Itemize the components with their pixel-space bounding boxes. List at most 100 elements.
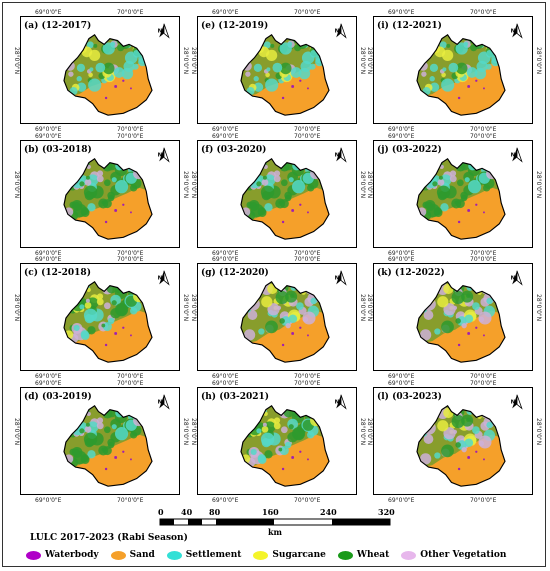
scale-unit: km: [268, 527, 283, 537]
lulc-map: [416, 405, 506, 487]
lulc-map: [63, 405, 153, 487]
legend-swatch: [253, 550, 269, 560]
latitude-tick: 28°0'0"N: [182, 171, 189, 199]
longitude-tick: 70°0'0"E: [470, 126, 497, 133]
longitude-tick: 70°0'0"E: [470, 250, 497, 257]
scale-bar: 0 40 80 160 240 320 km: [150, 507, 400, 537]
longitude-tick: 70°0'0"E: [294, 250, 321, 257]
north-arrow-icon: N: [511, 394, 523, 410]
map-panel: (a) (12-2017) 69°0'0"E 70°0'0"E 69°0'0"E…: [13, 9, 189, 133]
panel-label: (k) (12-2022): [377, 268, 445, 278]
legend-label: Waterbody: [45, 550, 99, 560]
longitude-tick: 70°0'0"E: [470, 380, 497, 387]
lulc-map: [416, 281, 506, 363]
latitude-tick: 28°0'0"N: [13, 418, 20, 446]
north-label: N: [335, 400, 340, 406]
figure-frame: [2, 2, 546, 567]
longitude-tick: 69°0'0"E: [35, 373, 62, 380]
longitude-tick: 69°0'0"E: [212, 9, 239, 16]
north-arrow-icon: N: [335, 23, 347, 39]
longitude-tick: 70°0'0"E: [470, 9, 497, 16]
longitude-tick: 70°0'0"E: [117, 497, 144, 504]
longitude-tick: 70°0'0"E: [470, 133, 497, 140]
longitude-tick: 69°0'0"E: [388, 497, 415, 504]
longitude-tick: 69°0'0"E: [388, 133, 415, 140]
latitude-tick: 28°0'0"N: [182, 418, 189, 446]
legend-swatch: [110, 550, 126, 560]
map-panel: (k) (12-2022) 69°0'0"E 70°0'0"E 69°0'0"E…: [366, 256, 542, 380]
longitude-tick: 69°0'0"E: [212, 133, 239, 140]
legend-label: Other Vegetation: [420, 550, 507, 560]
latitude-tick: 28°0'0"N: [359, 47, 366, 75]
scale-tick-40: 40: [181, 507, 193, 517]
scale-bar-graphic: [159, 518, 391, 526]
north-label: N: [511, 29, 516, 35]
legend-item-waterbody: Waterbody: [26, 550, 99, 560]
latitude-tick: 28°0'0"N: [535, 418, 542, 446]
panel-label: (i) (12-2021): [377, 21, 442, 31]
north-arrow-icon: N: [335, 270, 347, 286]
scale-tick-320: 320: [378, 507, 395, 517]
legend-swatch: [26, 550, 41, 560]
longitude-tick: 69°0'0"E: [35, 250, 62, 257]
latitude-tick: 28°0'0"N: [359, 418, 366, 446]
longitude-tick: 69°0'0"E: [388, 250, 415, 257]
lulc-map: [240, 281, 330, 363]
longitude-tick: 69°0'0"E: [35, 497, 62, 504]
longitude-tick: 69°0'0"E: [388, 380, 415, 387]
latitude-tick: 28°0'0"N: [190, 294, 197, 322]
latitude-tick: 28°0'0"N: [190, 171, 197, 199]
map-panel: (c) (12-2018) 69°0'0"E 70°0'0"E 69°0'0"E…: [13, 256, 189, 380]
longitude-tick: 70°0'0"E: [117, 380, 144, 387]
map-panel: (d) (03-2019) 69°0'0"E 70°0'0"E 69°0'0"E…: [13, 380, 189, 504]
lulc-map: [240, 34, 330, 116]
longitude-tick: 69°0'0"E: [35, 380, 62, 387]
north-label: N: [158, 153, 163, 159]
latitude-tick: 28°0'0"N: [13, 47, 20, 75]
longitude-tick: 70°0'0"E: [470, 256, 497, 263]
panel-label: (b) (03-2018): [24, 145, 92, 155]
longitude-tick: 69°0'0"E: [212, 380, 239, 387]
latitude-tick: 28°0'0"N: [190, 47, 197, 75]
latitude-tick: 28°0'0"N: [535, 171, 542, 199]
longitude-tick: 69°0'0"E: [388, 126, 415, 133]
north-label: N: [511, 276, 516, 282]
north-arrow-icon: N: [158, 394, 170, 410]
longitude-tick: 69°0'0"E: [212, 497, 239, 504]
lulc-map: [63, 281, 153, 363]
legend-label: Settlement: [185, 550, 242, 560]
latitude-tick: 28°0'0"N: [366, 294, 373, 322]
north-arrow-icon: N: [511, 23, 523, 39]
longitude-tick: 70°0'0"E: [470, 373, 497, 380]
north-arrow-icon: N: [158, 147, 170, 163]
panel-label: (g) (12-2020): [201, 268, 269, 278]
longitude-tick: 70°0'0"E: [294, 497, 321, 504]
longitude-tick: 69°0'0"E: [35, 126, 62, 133]
north-label: N: [511, 400, 516, 406]
legend-swatch: [401, 550, 417, 560]
panel-label: (c) (12-2018): [24, 268, 91, 278]
longitude-tick: 69°0'0"E: [388, 373, 415, 380]
longitude-tick: 69°0'0"E: [35, 9, 62, 16]
legend-item-sugarcane: Sugarcane: [253, 550, 326, 560]
scale-tick-80: 80: [209, 507, 221, 517]
longitude-tick: 70°0'0"E: [117, 373, 144, 380]
latitude-tick: 28°0'0"N: [535, 294, 542, 322]
legend: Waterbody Sand Settlement Sugarcane Whea…: [26, 546, 506, 564]
scale-tick-240: 240: [320, 507, 337, 517]
latitude-tick: 28°0'0"N: [366, 47, 373, 75]
north-arrow-icon: N: [335, 394, 347, 410]
map-panel: (f) (03-2020) 69°0'0"E 70°0'0"E 69°0'0"E…: [190, 133, 366, 257]
north-arrow-icon: N: [511, 270, 523, 286]
map-panel: (h) (03-2021) 69°0'0"E 70°0'0"E 69°0'0"E…: [190, 380, 366, 504]
latitude-tick: 28°0'0"N: [190, 418, 197, 446]
latitude-tick: 28°0'0"N: [359, 171, 366, 199]
longitude-tick: 69°0'0"E: [212, 373, 239, 380]
map-panel: (g) (12-2020) 69°0'0"E 70°0'0"E 69°0'0"E…: [190, 256, 366, 380]
panel-label: (a) (12-2017): [24, 21, 92, 31]
lulc-map: [63, 34, 153, 116]
figure-title: LULC 2017-2023 (Rabi Season): [30, 533, 188, 543]
legend-label: Wheat: [356, 550, 390, 560]
longitude-tick: 69°0'0"E: [212, 250, 239, 257]
longitude-tick: 70°0'0"E: [294, 373, 321, 380]
